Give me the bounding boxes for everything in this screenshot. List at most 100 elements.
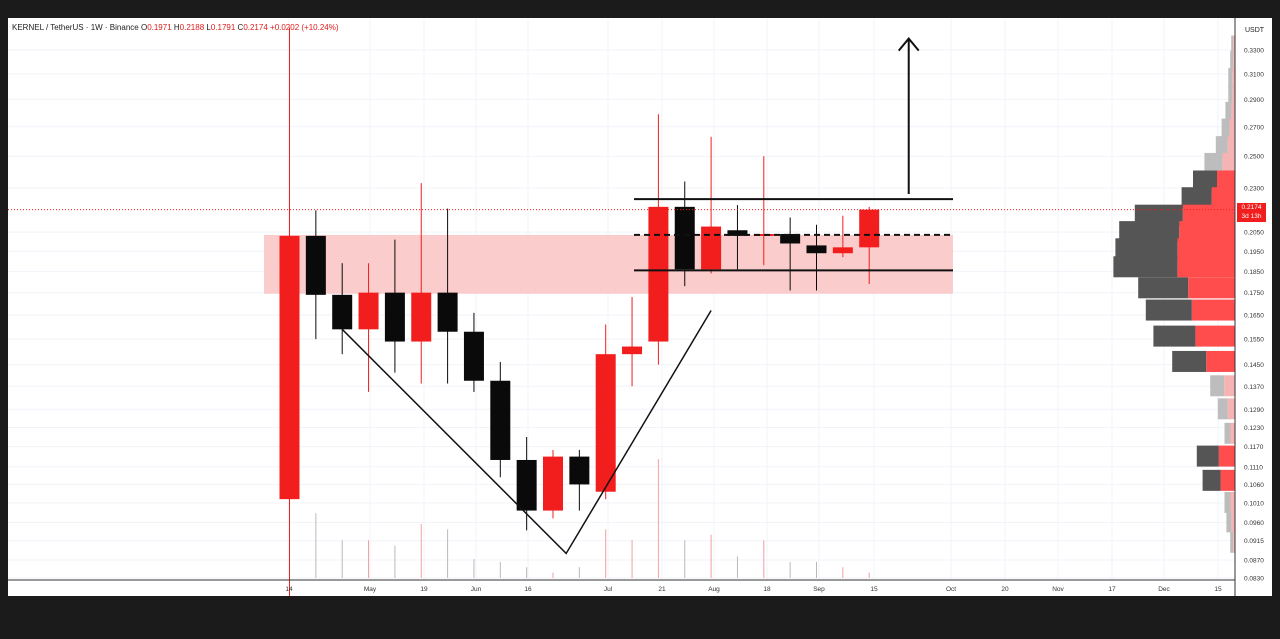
chart-frame: 0.3300 0.3100 0.2900 0.2700 0.2500 0.2300 0.20…	[8, 18, 1272, 596]
profile-bar-down	[1204, 152, 1223, 174]
profile-bar-up	[1179, 221, 1235, 243]
symbol-header: KERNEL / TetherUS · 1W · Binance O0.1971…	[12, 23, 339, 32]
close-value: 0.2174	[243, 23, 268, 32]
candle-body	[305, 235, 326, 295]
profile-bar-up	[1227, 136, 1235, 158]
profile-bar-up	[1217, 170, 1235, 192]
candles	[279, 27, 880, 596]
profile-bar-up	[1195, 325, 1235, 347]
profile-bar-up	[1177, 238, 1235, 260]
profile-bar-up	[1220, 469, 1235, 491]
x-tick-label: Aug	[708, 586, 720, 593]
profile-bar-down	[1134, 204, 1183, 226]
candle-body	[384, 292, 405, 342]
profile-bar-up	[1227, 398, 1235, 420]
candle-body	[490, 380, 511, 460]
x-tick-label: May	[364, 586, 377, 593]
profile-bar-down	[1224, 491, 1231, 513]
candle-body	[832, 247, 853, 254]
profile-bar-down	[1181, 187, 1212, 209]
y-tick-label: 0.3300	[1244, 48, 1264, 55]
candle-body	[411, 292, 432, 342]
profile-bar-down	[1202, 469, 1221, 491]
x-tick-label: 14	[285, 586, 293, 593]
candle-body	[727, 230, 748, 236]
close-label: C	[237, 23, 244, 32]
x-tick-label: 18	[763, 586, 771, 593]
y-tick-label: 0.0830	[1244, 576, 1264, 583]
profile-bar-up	[1231, 101, 1235, 123]
candle-body	[622, 346, 643, 355]
price-chart[interactable]: 0.3300 0.3100 0.2900 0.2700 0.2500 0.2300 0.20…	[8, 18, 1272, 596]
grid	[8, 18, 1235, 580]
profile-bar-down	[1215, 136, 1228, 158]
profile-bar-up	[1232, 84, 1235, 106]
symbol-label[interactable]: KERNEL / TetherUS · 1W · Binance	[12, 23, 139, 32]
profile-bar-up	[1229, 118, 1235, 140]
profile-bar-up	[1206, 350, 1235, 372]
range-lines	[8, 198, 1235, 272]
profile-bar-down	[1226, 511, 1232, 533]
profile-bar-up	[1222, 152, 1235, 174]
y-tick-label: 0.2050	[1244, 230, 1264, 237]
high-value: 0.2188	[179, 23, 205, 32]
profile-bar-down	[1231, 35, 1234, 57]
profile-bar-down	[1210, 375, 1225, 397]
volume-profile	[1113, 35, 1235, 553]
y-tick-label: 0.0870	[1244, 557, 1264, 564]
x-tick-label: 15	[870, 586, 878, 593]
candle-body	[648, 206, 669, 342]
candle-body	[753, 233, 774, 236]
x-tick-label: Oct	[946, 586, 956, 593]
y-tick-label: 0.1850	[1244, 269, 1264, 276]
y-tick-label: 0.1950	[1244, 249, 1264, 256]
open-label: O	[140, 23, 148, 32]
y-tick-label: 0.2900	[1244, 97, 1264, 104]
current-price-tag: 0.2174 3d 13h	[1237, 203, 1266, 222]
low-value: 0.1791	[210, 23, 236, 32]
profile-bar-down	[1153, 325, 1196, 347]
profile-bar-up	[1218, 445, 1235, 467]
y-tick-label: 0.1230	[1244, 425, 1264, 432]
profile-bar-down	[1228, 67, 1233, 89]
candle-body	[859, 209, 880, 248]
bar-countdown: 3d 13h	[1241, 213, 1262, 220]
candle-body	[332, 294, 353, 330]
y-tick-label: 0.0915	[1244, 538, 1264, 545]
profile-bar-down	[1172, 350, 1207, 372]
x-tick-label: Jun	[471, 586, 482, 593]
y-tick-label: 0.2500	[1244, 154, 1264, 161]
profile-bar-down	[1224, 422, 1231, 444]
y-tick-label: 0.1750	[1244, 290, 1264, 297]
demand-zone	[264, 234, 953, 294]
profile-bar-up	[1188, 277, 1235, 299]
annotations	[341, 37, 920, 555]
low-label: L	[206, 23, 211, 32]
target-arrow-head	[897, 37, 920, 52]
profile-bar-down	[1230, 50, 1234, 72]
x-tick-label: 20	[1001, 586, 1009, 593]
high-label: H	[173, 23, 180, 32]
candle-body	[437, 292, 458, 332]
y-tick-label: 0.1010	[1244, 500, 1264, 507]
candle-body	[516, 459, 537, 511]
profile-bar-down	[1230, 531, 1234, 553]
profile-bar-up	[1233, 50, 1235, 72]
x-tick-label: Jul	[604, 586, 613, 593]
profile-bar-down	[1196, 445, 1219, 467]
profile-bar-up	[1191, 299, 1235, 321]
profile-bar-down	[1138, 277, 1189, 299]
v-pattern-line	[341, 310, 712, 555]
x-tick-label: 21	[658, 586, 666, 593]
currency-label[interactable]: USDT	[1245, 27, 1265, 34]
y-tick-label: 0.0960	[1244, 520, 1264, 527]
profile-bar-up	[1182, 204, 1235, 226]
profile-bar-down	[1145, 299, 1192, 321]
profile-bar-up	[1224, 375, 1235, 397]
x-tick-label: 17	[1108, 586, 1116, 593]
candle-body	[279, 235, 300, 500]
candle-body	[806, 245, 827, 254]
current-price-value: 0.2174	[1241, 204, 1262, 211]
demand-zone-rect	[264, 234, 953, 294]
y-tick-label: 0.1650	[1244, 313, 1264, 320]
